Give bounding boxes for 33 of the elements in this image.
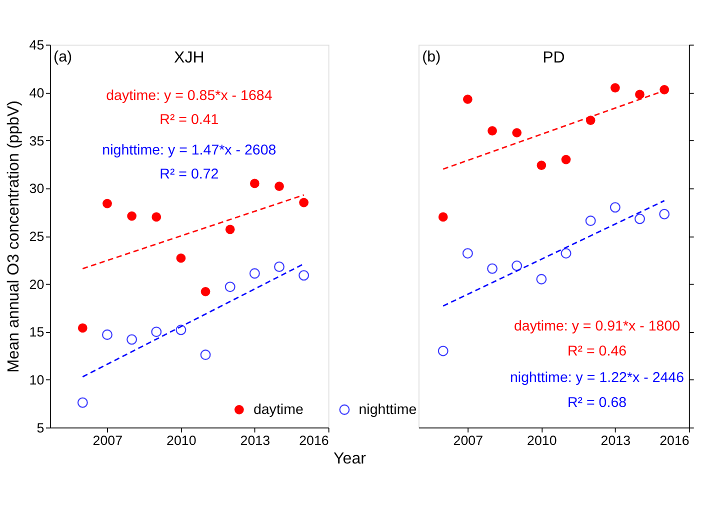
- x-tick-label: 2016: [299, 432, 329, 448]
- x-tick-label: 2013: [600, 432, 631, 448]
- y-tick-label: 10: [29, 372, 44, 388]
- chart-title: PD: [542, 48, 565, 67]
- x-axis-title: Year: [334, 450, 367, 468]
- y-axis-title: Mean annual O3 concentration (ppbV): [4, 100, 23, 373]
- y-tick-label: 15: [29, 324, 44, 340]
- annotation: R² = 0.46: [567, 343, 627, 360]
- annotation: R² = 0.68: [567, 395, 627, 412]
- x-tick-label: 2016: [660, 432, 690, 448]
- y-tick-label: 30: [29, 181, 44, 196]
- annotation: (a): [54, 48, 72, 66]
- annotation: R² = 0.41: [160, 112, 219, 128]
- legend-label: daytime: [253, 402, 304, 418]
- annotation: daytime: y = 0.85*x - 1684: [106, 88, 272, 104]
- y-tick-label: 35: [29, 133, 44, 148]
- legend-label: nighttime: [358, 402, 417, 418]
- annotation: (b): [422, 48, 441, 66]
- x-tick-label: 2010: [166, 432, 196, 448]
- y-tick-label: 5: [36, 420, 44, 436]
- y-tick-label: 40: [29, 85, 44, 100]
- y-tick-label: 45: [29, 38, 44, 53]
- x-tick-label: 2007: [453, 432, 484, 448]
- x-tick-label: 2007: [92, 432, 123, 448]
- x-tick-label: 2013: [240, 432, 270, 448]
- x-tick-label: 2010: [527, 432, 557, 448]
- chart-title: XJH: [174, 48, 204, 67]
- annotation: nighttime: y = 1.22*x - 2446: [510, 370, 684, 386]
- y-tick-label: 20: [29, 276, 44, 292]
- annotation: nighttime: y = 1.47*x - 2608: [102, 142, 276, 158]
- annotation: R² = 0.72: [160, 166, 219, 183]
- y-tick-label: 25: [29, 229, 44, 244]
- annotation: daytime: y = 0.91*x - 1800: [514, 318, 680, 334]
